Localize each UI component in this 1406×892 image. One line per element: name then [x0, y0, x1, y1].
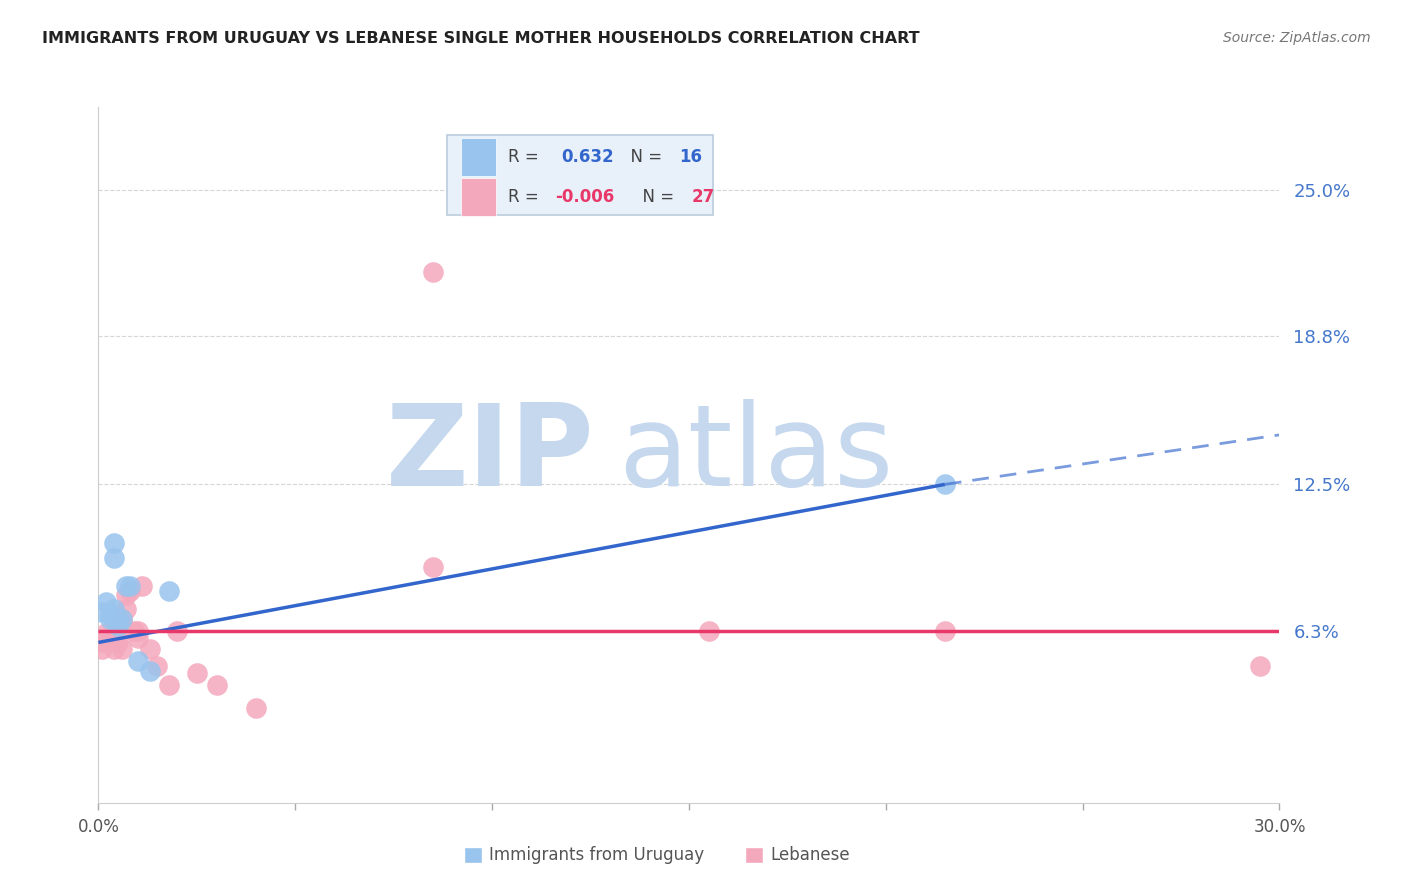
Point — [107, 612, 129, 626]
Text: Source: ZipAtlas.com: Source: ZipAtlas.com — [1223, 31, 1371, 45]
Point — [127, 624, 149, 638]
Point — [103, 536, 125, 550]
Point — [96, 626, 118, 640]
Bar — [461, 138, 496, 177]
Point — [127, 631, 149, 645]
Text: ZIP: ZIP — [387, 400, 595, 510]
Point — [103, 550, 125, 565]
FancyBboxPatch shape — [447, 135, 713, 215]
Text: 27: 27 — [692, 188, 714, 206]
Text: 16: 16 — [679, 148, 703, 166]
Point — [138, 664, 160, 678]
Point — [934, 624, 956, 638]
Point — [131, 579, 153, 593]
Point — [111, 642, 134, 657]
Point — [115, 602, 138, 616]
Point — [111, 612, 134, 626]
Point — [245, 701, 267, 715]
Text: Immigrants from Uruguay: Immigrants from Uruguay — [489, 846, 704, 863]
Text: R =: R = — [508, 188, 544, 206]
Point — [91, 635, 114, 649]
Text: IMMIGRANTS FROM URUGUAY VS LEBANESE SINGLE MOTHER HOUSEHOLDS CORRELATION CHART: IMMIGRANTS FROM URUGUAY VS LEBANESE SING… — [42, 31, 920, 46]
Point — [118, 579, 141, 593]
Point — [96, 595, 118, 609]
Point — [697, 624, 720, 638]
Point — [91, 642, 114, 657]
Point — [91, 605, 114, 619]
Point — [98, 631, 121, 645]
Text: N =: N = — [620, 148, 668, 166]
Point — [115, 579, 138, 593]
Point — [111, 612, 134, 626]
Point — [103, 602, 125, 616]
Point — [107, 619, 129, 633]
Point — [118, 583, 141, 598]
Point — [127, 654, 149, 668]
Point — [205, 678, 228, 692]
Text: atlas: atlas — [619, 400, 893, 510]
Point — [138, 642, 160, 657]
Point — [186, 666, 208, 681]
Point — [103, 642, 125, 657]
Point — [98, 612, 121, 626]
Point — [157, 583, 180, 598]
Point — [157, 678, 180, 692]
Point — [934, 477, 956, 491]
Point — [1249, 659, 1271, 673]
Point — [122, 624, 145, 638]
Text: Lebanese: Lebanese — [770, 846, 851, 863]
Point — [146, 659, 169, 673]
Point — [422, 560, 444, 574]
Point — [96, 631, 118, 645]
Text: R =: R = — [508, 148, 550, 166]
Bar — [461, 178, 496, 217]
Point — [166, 624, 188, 638]
Point — [107, 635, 129, 649]
Point — [115, 588, 138, 602]
Text: N =: N = — [633, 188, 679, 206]
Point — [98, 607, 121, 621]
Point — [422, 265, 444, 279]
Text: 0.632: 0.632 — [561, 148, 614, 166]
Text: -0.006: -0.006 — [555, 188, 614, 206]
